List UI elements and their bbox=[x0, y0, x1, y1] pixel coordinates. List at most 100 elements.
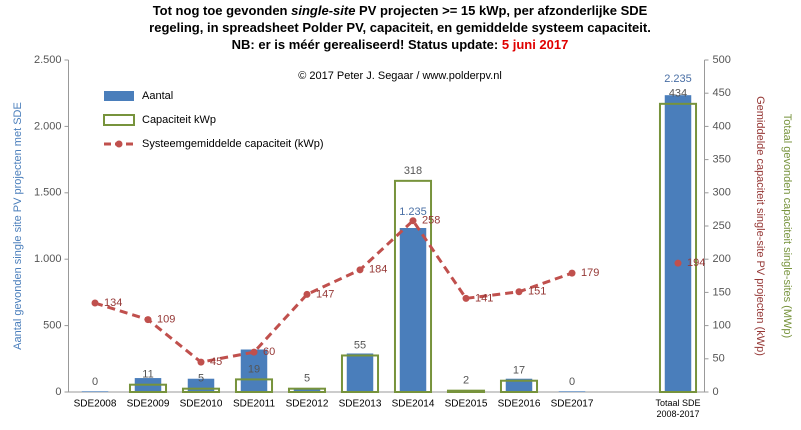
x-tick-label: SDE2013 bbox=[339, 399, 382, 410]
y-tick-label: 0 bbox=[55, 386, 61, 398]
title-part: NB: er is méér gerealiseerd! Status upda… bbox=[232, 37, 502, 52]
data-label: 141 bbox=[475, 292, 493, 304]
bar bbox=[399, 227, 427, 392]
data-label: 258 bbox=[422, 215, 440, 227]
point bbox=[356, 266, 364, 274]
title-part: regeling, in spreadsheet Polder PV, capa… bbox=[149, 20, 651, 35]
x-tick-label: SDE2014 bbox=[392, 399, 435, 410]
y2-tick-label: 100 bbox=[713, 320, 731, 332]
data-label: 318 bbox=[404, 165, 422, 177]
y-tick-label: 500 bbox=[43, 320, 61, 332]
point bbox=[462, 294, 470, 302]
point bbox=[515, 288, 523, 296]
data-label: 147 bbox=[316, 288, 334, 300]
bar bbox=[346, 353, 374, 392]
line bbox=[95, 221, 678, 362]
legend-label: Systeemgemiddelde capaciteit (kWp) bbox=[142, 138, 324, 150]
y2-axis-title: Totaal gevonden capaciteit single-sites … bbox=[781, 114, 793, 338]
title-part: Tot nog toe gevonden bbox=[153, 3, 291, 18]
data-label: 184 bbox=[369, 264, 387, 276]
legend-swatch bbox=[104, 91, 134, 101]
y2-tick-label: 250 bbox=[713, 220, 731, 232]
bar bbox=[446, 389, 486, 393]
data-label: 1.235 bbox=[399, 206, 427, 218]
data-label: 179 bbox=[581, 267, 599, 279]
y2-tick-label: 500 bbox=[713, 54, 731, 66]
data-label: 45 bbox=[210, 356, 222, 368]
point bbox=[303, 290, 311, 298]
legend-label: Aantal bbox=[142, 90, 173, 102]
x-tick-label: SDE2009 bbox=[127, 399, 170, 410]
x-tick-label: SDE2016 bbox=[498, 399, 541, 410]
bar bbox=[234, 378, 274, 394]
bar bbox=[240, 349, 268, 392]
data-label: 11 bbox=[142, 369, 153, 381]
bar bbox=[664, 95, 692, 392]
data-label: 2 bbox=[463, 375, 469, 387]
y2-tick-label: 300 bbox=[713, 187, 731, 199]
data-label: 60 bbox=[263, 346, 275, 358]
y2-tick-label: 50 bbox=[713, 353, 725, 365]
legend-swatch bbox=[115, 140, 123, 148]
data-label: 2.235 bbox=[664, 73, 692, 85]
x-tick-label: SDE2017 bbox=[551, 399, 594, 410]
data-label: 55 bbox=[354, 339, 366, 351]
bar bbox=[558, 391, 586, 392]
point bbox=[674, 259, 682, 267]
y-tick-label: 1.000 bbox=[34, 253, 62, 265]
y2-tick-label: 400 bbox=[713, 120, 731, 132]
y-tick-label: 1.500 bbox=[34, 187, 62, 199]
point bbox=[91, 299, 99, 307]
title-part: PV projecten >= 15 kWp, per afzonderlijk… bbox=[355, 3, 647, 18]
point bbox=[409, 217, 417, 225]
x-tick-label: SDE2008 bbox=[74, 399, 117, 410]
x-tick-label: SDE2012 bbox=[286, 399, 329, 410]
bar bbox=[287, 387, 327, 393]
x-tick-label: SDE2015 bbox=[445, 399, 488, 410]
y-tick-label: 2.000 bbox=[34, 120, 62, 132]
bar bbox=[499, 379, 539, 394]
chart-title: regeling, in spreadsheet Polder PV, capa… bbox=[149, 20, 651, 35]
y2-tick-label: 0 bbox=[713, 386, 719, 398]
y-axis-title: Aantal gevonden single site PV projecten… bbox=[12, 102, 24, 350]
x-tick-label: Totaal SDE 2008-2017 bbox=[655, 398, 701, 419]
y2-tick-label: 450 bbox=[713, 87, 731, 99]
data-label: 5 bbox=[304, 373, 310, 385]
data-label: 134 bbox=[104, 297, 122, 309]
data-label: 0 bbox=[92, 376, 98, 388]
data-label: 19 bbox=[248, 363, 260, 375]
y2-axis-title: Gemiddelde capaciteit single-site PV pro… bbox=[754, 96, 766, 356]
bar bbox=[81, 391, 109, 392]
bar bbox=[340, 354, 380, 394]
chart-title: Tot nog toe gevonden single-site PV proj… bbox=[153, 3, 648, 18]
data-label: 109 bbox=[157, 314, 175, 326]
y2-tick-label: 150 bbox=[713, 286, 731, 298]
x-tick-label: SDE2010 bbox=[180, 399, 223, 410]
y2-tick-label: 200 bbox=[713, 253, 731, 265]
annotation: © 2017 Peter J. Segaar / www.polderpv.nl bbox=[298, 70, 502, 82]
point bbox=[568, 269, 576, 277]
point bbox=[144, 316, 152, 324]
title-part: single-site bbox=[291, 3, 355, 18]
bar bbox=[181, 387, 221, 393]
y2-tick-label: 350 bbox=[713, 154, 731, 166]
bar bbox=[128, 383, 168, 394]
data-label: 17 bbox=[513, 365, 525, 377]
point bbox=[250, 348, 258, 356]
legend-swatch bbox=[103, 114, 135, 126]
bar bbox=[393, 179, 433, 393]
data-label: 151 bbox=[528, 286, 546, 298]
data-label: 5 bbox=[198, 373, 204, 385]
data-label: 194 bbox=[687, 257, 705, 269]
x-tick-label: SDE2011 bbox=[233, 399, 276, 410]
title-part: 5 juni 2017 bbox=[502, 37, 568, 52]
bar bbox=[293, 388, 321, 392]
bar bbox=[505, 378, 533, 392]
point bbox=[197, 358, 205, 366]
data-label: 434 bbox=[669, 88, 687, 100]
chart-title: NB: er is méér gerealiseerd! Status upda… bbox=[232, 37, 569, 52]
y-tick-label: 2.500 bbox=[34, 54, 62, 66]
legend-label: Capaciteit kWp bbox=[142, 114, 216, 126]
